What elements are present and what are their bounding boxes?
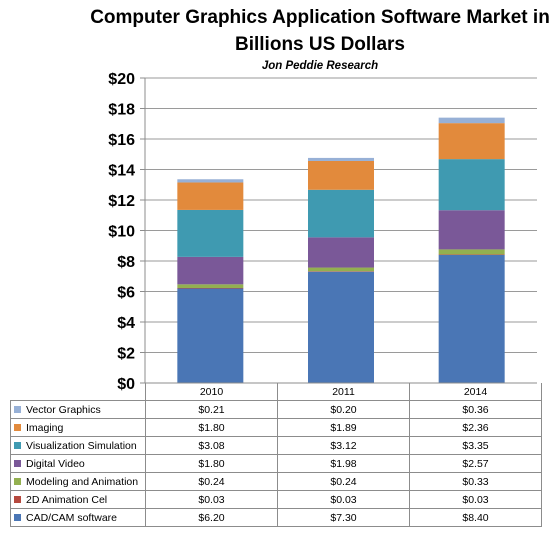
y-tick-label: $6 — [117, 285, 135, 302]
data-value: $0.36 — [409, 400, 542, 419]
data-value: $0.24 — [277, 472, 410, 491]
series-name: Modeling and Animation — [26, 475, 139, 488]
data-value: $0.21 — [145, 400, 278, 419]
bar-segment — [308, 189, 374, 238]
legend-swatch — [14, 513, 21, 521]
bar-segment — [438, 254, 505, 383]
data-value: $1.80 — [145, 418, 278, 437]
chart-subtitle: Jon Peddie Research — [261, 60, 379, 72]
y-tick-label: $14 — [108, 163, 135, 180]
table-row: Imaging $1.80 $1.89 $2.36 — [10, 418, 542, 437]
stacked-bar-chart: $0$2$4$6$8$10$12$14$16$18$20 — [108, 71, 537, 393]
data-value: $0.03 — [409, 490, 542, 509]
bars — [177, 117, 505, 383]
table-row: Visualization Simulation $3.08 $3.12 $3.35 — [10, 436, 542, 455]
bar-segment — [438, 159, 505, 211]
data-value: $8.40 — [409, 508, 542, 527]
data-value: $0.24 — [145, 472, 278, 491]
y-tick-label: $10 — [108, 224, 135, 241]
data-value: $6.20 — [145, 508, 278, 527]
y-tick-label: $18 — [108, 102, 135, 119]
bar-segment — [438, 249, 505, 255]
bar-segment — [308, 271, 374, 383]
bar-segment — [177, 209, 244, 257]
series-name: Digital Video — [26, 457, 85, 470]
series-label: Imaging — [10, 418, 146, 437]
bar-segment — [308, 271, 374, 272]
series-label: Digital Video — [10, 454, 146, 473]
series-name: Visualization Simulation — [26, 439, 137, 452]
data-value: $1.98 — [277, 454, 410, 473]
bar-segment — [438, 254, 505, 255]
y-tick-label: $12 — [108, 193, 135, 210]
series-name: CAD/CAM software — [26, 511, 118, 524]
bar-segment — [308, 267, 374, 272]
data-value: $1.89 — [277, 418, 410, 437]
table-row: Modeling and Animation $0.24 $0.24 $0.33 — [10, 472, 542, 491]
bar-segment — [177, 288, 244, 383]
data-value: $3.08 — [145, 436, 278, 455]
y-tick-label: $4 — [117, 315, 135, 332]
legend-swatch — [14, 477, 21, 485]
bar-segment — [308, 237, 374, 268]
y-tick-label: $8 — [117, 254, 135, 271]
series-label: Visualization Simulation — [10, 436, 146, 455]
data-value: $2.36 — [409, 418, 542, 437]
category-label: 2010 — [145, 383, 278, 401]
data-value: $2.57 — [409, 454, 542, 473]
bar-segment — [177, 284, 244, 288]
bar-segment — [177, 287, 244, 289]
chart-title: Computer Graphics Application Software M… — [90, 7, 550, 55]
legend-swatch — [14, 441, 21, 449]
bar-segment — [438, 117, 505, 124]
series-label: Modeling and Animation — [10, 472, 146, 491]
data-value: $0.03 — [145, 490, 278, 509]
y-tick-label: $20 — [108, 71, 135, 88]
data-value: $7.30 — [277, 508, 410, 527]
y-axis-ticks: $0$2$4$6$8$10$12$14$16$18$20 — [108, 71, 145, 393]
series-label: 2D Animation Cel — [10, 490, 146, 509]
category-label: 2014 — [409, 383, 542, 401]
table-header-row: 2010 2011 2014 — [10, 383, 542, 401]
series-label: Vector Graphics — [10, 400, 146, 419]
bar-segment — [308, 160, 374, 190]
table-row: CAD/CAM software $6.20 $7.30 $8.40 — [10, 508, 542, 527]
data-value: $3.35 — [409, 436, 542, 455]
series-label: CAD/CAM software — [10, 508, 146, 527]
legend-swatch — [14, 459, 21, 467]
data-value: $1.80 — [145, 454, 278, 473]
bar-segment — [308, 157, 374, 161]
data-table: 2010 2011 2014 Vector Graphics $0.21 $0.20 $0.… — [10, 383, 542, 527]
series-name: Imaging — [26, 421, 64, 434]
series-name: Vector Graphics — [26, 403, 101, 416]
table-row: 2D Animation Cel $0.03 $0.03 $0.03 — [10, 490, 542, 509]
bar-segment — [177, 179, 244, 183]
legend-swatch — [14, 423, 21, 431]
bar-segment — [438, 210, 505, 250]
category-label: 2011 — [277, 383, 410, 401]
bar-segment — [177, 256, 244, 285]
bar-segment — [177, 182, 244, 210]
table-corner — [10, 383, 146, 401]
series-name: 2D Animation Cel — [26, 493, 108, 506]
table-row: Digital Video $1.80 $1.98 $2.57 — [10, 454, 542, 473]
bar-segment — [438, 123, 505, 160]
data-value: $0.20 — [277, 400, 410, 419]
legend-swatch — [14, 495, 21, 503]
table-row: Vector Graphics $0.21 $0.20 $0.36 — [10, 400, 542, 419]
y-tick-label: $2 — [117, 346, 135, 363]
data-value: $3.12 — [277, 436, 410, 455]
data-value: $0.33 — [409, 472, 542, 491]
y-tick-label: $16 — [108, 132, 135, 149]
data-value: $0.03 — [277, 490, 410, 509]
legend-swatch — [14, 405, 21, 413]
